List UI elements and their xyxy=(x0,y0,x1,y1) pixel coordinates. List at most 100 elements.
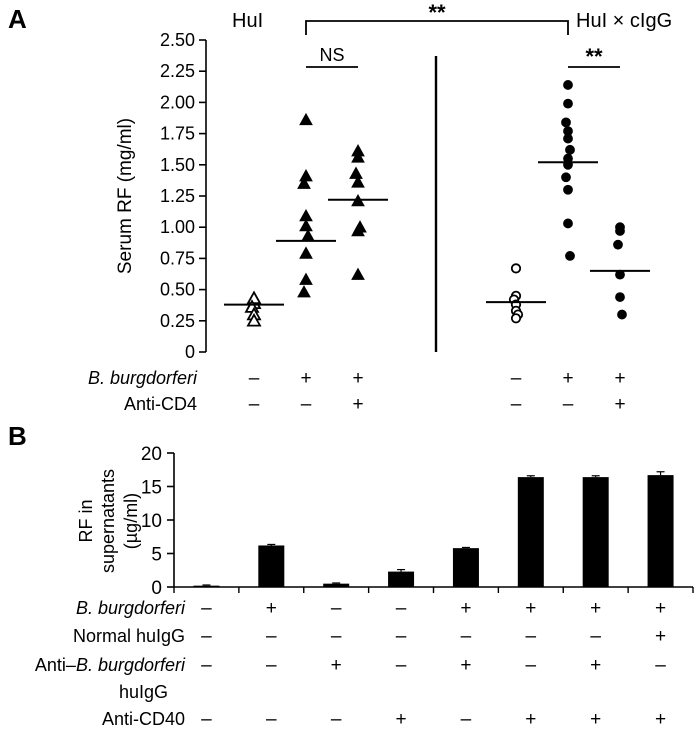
panel-a-condition-mark: + xyxy=(300,368,311,389)
panel-b-bar xyxy=(517,477,544,587)
panel-b-condition-mark: + xyxy=(590,655,601,676)
panel-a-condition-mark: – xyxy=(563,394,574,415)
panel-a-y-tick-label: 1.25 xyxy=(160,186,195,206)
panel-a-y-tick-label: 2.50 xyxy=(160,30,195,50)
panel-b-condition-label: Anti-CD40 xyxy=(102,709,185,729)
panel-b-condition-mark: + xyxy=(655,709,666,730)
panel-a-data-point xyxy=(299,218,313,232)
panel-b-y-tick-label: 0 xyxy=(151,578,162,599)
panel-b-condition-mark: – xyxy=(655,655,666,676)
panel-a-data-point xyxy=(565,251,575,261)
panel-b-condition-mark: – xyxy=(396,655,407,676)
panel-a-label: A xyxy=(8,4,27,34)
panel-a-significance-bracket xyxy=(305,20,569,35)
panel-b-condition-mark: – xyxy=(201,709,212,730)
panel-a-data-point xyxy=(615,226,625,236)
panel-b-y-tick-label: 10 xyxy=(141,511,162,532)
panel-b-condition-mark: + xyxy=(525,709,536,730)
panel-a-data-point xyxy=(351,175,365,188)
panel-a: A 0 0.25 0.50 0.75 1.00 1.25 1.50 1.75 2.00 2.25 2.… xyxy=(8,0,672,415)
panel-a-condition-mark: – xyxy=(511,394,522,415)
panel-a-data-point xyxy=(246,290,262,305)
panel-b-condition-label-cont: huIgG xyxy=(119,682,168,702)
panel-b-condition-mark: – xyxy=(201,655,212,676)
panel-a-data-point xyxy=(615,292,625,302)
panel-a-condition-mark: – xyxy=(511,368,522,389)
panel-a-data-point xyxy=(299,246,313,259)
panel-b-label: B xyxy=(8,421,27,451)
panel-a-significance-label: NS xyxy=(319,45,344,65)
panel-b-condition-mark: – xyxy=(526,655,537,676)
panel-b-y-axis-title: RF in xyxy=(76,499,96,542)
panel-b-bar xyxy=(388,571,415,587)
panel-b-y-tick-label: 15 xyxy=(141,478,162,499)
panel-a-data-point xyxy=(299,272,313,285)
panel-b-condition-mark: – xyxy=(331,598,342,619)
panel-a-y-tick-label: 0 xyxy=(185,342,195,362)
panel-a-data-point xyxy=(510,313,522,324)
panel-b-bar xyxy=(452,548,479,587)
panel-a-data-point xyxy=(349,166,363,179)
panel-b-condition-mark: – xyxy=(461,626,472,647)
panel-a-y-tick-label: 2.25 xyxy=(160,61,195,81)
panel-a-data-point xyxy=(246,312,262,327)
panel-a-data-point xyxy=(299,169,313,182)
panel-b-condition-mark: – xyxy=(201,598,212,619)
panel-a-data-point xyxy=(297,285,311,298)
panel-b-y-tick-label: 20 xyxy=(141,444,162,465)
panel-b: B 0 5 10 15 20 RF in supernatants (µg/ml) B. burg… xyxy=(8,421,694,730)
panel-a-condition-mark: + xyxy=(352,368,363,389)
panel-a-y-tick-label: 0.75 xyxy=(160,248,195,268)
panel-a-y-tick-label: 1.00 xyxy=(160,217,195,237)
panel-b-condition-mark: – xyxy=(590,626,601,647)
panel-b-bar xyxy=(582,477,609,587)
panel-a-data-point xyxy=(561,117,571,128)
panel-a-condition-label: B. burgdorferi xyxy=(88,368,198,388)
panel-a-condition-mark: – xyxy=(249,368,260,389)
panel-a-condition-label: Anti-CD4 xyxy=(124,394,197,414)
panel-a-group-title: HuI × cIgG xyxy=(576,10,672,32)
panel-a-data-point xyxy=(617,309,627,320)
panel-a-y-tick-label: 0.50 xyxy=(160,280,195,300)
panel-b-condition-label: Anti–B. burgdorferi xyxy=(35,655,186,675)
panel-a-y-tick-label: 1.75 xyxy=(160,124,195,144)
panel-b-condition-mark: – xyxy=(266,655,277,676)
panel-a-data-point xyxy=(351,150,365,163)
panel-b-condition-mark: – xyxy=(396,626,407,647)
panel-a-data-point xyxy=(510,263,522,274)
panel-b-condition-mark: + xyxy=(655,626,666,647)
panel-a-data-point xyxy=(297,176,311,189)
panel-a-data-point xyxy=(565,144,575,155)
panel-b-condition-mark: + xyxy=(525,598,536,619)
panel-b-condition-mark: + xyxy=(590,709,601,730)
panel-b-condition-mark: + xyxy=(590,598,601,619)
panel-b-y-tick-label: 5 xyxy=(151,545,162,566)
panel-a-y-axis-title: Serum RF (mg/ml) xyxy=(115,118,136,274)
panel-b-condition-mark: + xyxy=(460,598,471,619)
panel-b-condition-label: B. burgdorferi xyxy=(76,598,186,618)
panel-b-condition-mark: – xyxy=(331,626,342,647)
panel-b-condition-mark: + xyxy=(460,655,471,676)
panel-a-data-point xyxy=(351,223,365,237)
panel-b-condition-label: Normal huIgG xyxy=(73,626,185,646)
panel-a-data-point xyxy=(563,98,573,109)
panel-b-condition-mark: – xyxy=(526,626,537,647)
panel-a-data-point xyxy=(299,112,313,126)
panel-b-condition-mark: – xyxy=(396,598,407,619)
panel-b-condition-mark: – xyxy=(266,709,277,730)
panel-a-condition-mark: + xyxy=(562,368,573,389)
panel-a-significance-label: ** xyxy=(428,0,446,25)
panel-a-condition-mark: – xyxy=(301,394,312,415)
panel-a-y-tick-label: 0.25 xyxy=(160,311,195,331)
panel-a-group-title: HuI xyxy=(232,10,263,32)
panel-b-bar xyxy=(323,583,350,587)
panel-b-condition-mark: + xyxy=(266,598,277,619)
panel-a-condition-mark: + xyxy=(614,368,625,389)
panel-a-data-point xyxy=(301,228,315,242)
panel-a-data-point xyxy=(351,267,365,280)
panel-b-condition-mark: + xyxy=(396,709,407,730)
panel-a-data-point xyxy=(563,133,573,144)
panel-b-condition-mark: – xyxy=(461,709,472,730)
panel-b-condition-mark: – xyxy=(331,709,342,730)
